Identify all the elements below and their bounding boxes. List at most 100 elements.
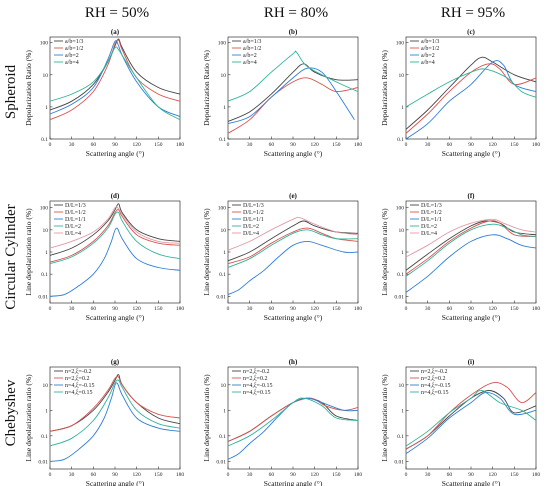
panel-2: (b) 0 30 60 90 120 150 180 0.1 1 10 100 Scattering a… (202, 28, 362, 158)
x-tick-label: 30 (247, 142, 253, 148)
panel-label: (e) (289, 192, 297, 200)
y-tick-label: 10 (399, 73, 405, 79)
y-tick-label: 1 (45, 250, 48, 256)
series-line-4 (49, 379, 181, 447)
panel-label: (i) (468, 358, 475, 366)
x-tick-label: 90 (290, 306, 296, 312)
panel-label: (h) (289, 358, 298, 366)
panel-7: (g) 0 30 60 90 120 150 180 0.01 0.1 1 10 Scattering … (24, 358, 184, 486)
x-axis-label: Scattering angle (°) (442, 313, 501, 322)
x-tick-label: 150 (154, 472, 163, 478)
x-tick-label: 150 (510, 142, 519, 148)
y-tick-label: 1 (223, 250, 226, 256)
x-axis-label: Scattering angle (°) (86, 149, 145, 158)
legend-entry: a/b=1/2 (65, 46, 83, 52)
x-tick-label: 60 (269, 142, 275, 148)
x-tick-label: 30 (425, 142, 431, 148)
x-tick-label: 0 (405, 306, 408, 312)
x-axis-label: Scattering angle (°) (264, 313, 323, 322)
legend-entry: n=4,ξ=0.15 (421, 390, 448, 396)
y-tick-label: 10 (43, 383, 49, 389)
legend-entry: a/b=4 (243, 60, 257, 66)
y-tick-label: 0.01 (38, 294, 48, 300)
panel-5: (e) 0 30 60 90 120 150 180 0.01 0.1 1 10 100 Scatteri… (202, 192, 362, 322)
x-tick-label: 30 (425, 306, 431, 312)
series-line-3 (49, 40, 181, 118)
x-tick-label: 0 (227, 142, 230, 148)
y-tick-label: 100 (396, 206, 405, 212)
x-tick-label: 150 (332, 306, 341, 312)
legend-entry: n=4,ξ=0.15 (65, 390, 92, 396)
series-line-3 (49, 382, 181, 462)
series-line-4 (49, 46, 181, 121)
series-line-4 (227, 229, 359, 268)
panel-1: (a) 0 30 60 90 120 150 180 0.1 1 10 100 Scattering a… (24, 28, 184, 158)
panel-6: (f) 0 30 60 90 120 150 180 0.01 0.1 1 10 100 Scatteri… (380, 192, 540, 322)
x-tick-label: 0 (227, 306, 230, 312)
series-line-2 (405, 382, 537, 450)
legend-entry: a/b=1/2 (421, 46, 439, 52)
row-title-1: Spheroid (3, 64, 19, 119)
x-tick-label: 180 (532, 142, 541, 148)
y-tick-label: 1 (401, 250, 404, 256)
series-line-4 (405, 68, 537, 108)
x-tick-label: 0 (49, 306, 52, 312)
y-tick-label: 10 (221, 228, 227, 234)
panel-8: (h) 0 30 60 90 120 150 180 0.01 0.1 1 10 Scattering … (202, 358, 362, 486)
y-tick-label: 100 (40, 41, 49, 47)
legend-entry: D/L=1/2 (421, 210, 442, 216)
x-tick-label: 120 (133, 306, 142, 312)
legend-entry: D/L=1/3 (65, 203, 86, 209)
panel-label: (g) (111, 358, 120, 366)
x-tick-label: 120 (311, 142, 320, 148)
legend-entry: n=4,ξ=-0.15 (243, 383, 272, 389)
y-tick-label: 0.1 (219, 137, 226, 143)
x-axis-label: Scattering angle (°) (442, 479, 501, 486)
legend-entry: D/L=2 (243, 224, 259, 230)
y-tick-label: 1 (45, 105, 48, 111)
x-tick-label: 90 (112, 306, 118, 312)
series-line-2 (49, 39, 181, 121)
y-tick-label: 0.1 (219, 272, 226, 278)
y-tick-label: 0.1 (41, 434, 48, 440)
y-axis-label: Depolarization Ratio (%) (24, 50, 33, 126)
x-tick-label: 30 (69, 142, 75, 148)
x-tick-label: 180 (176, 142, 185, 148)
x-tick-label: 150 (154, 142, 163, 148)
x-tick-label: 150 (332, 472, 341, 478)
x-axis-label: Scattering angle (°) (86, 479, 145, 486)
legend-entry: D/L=1/1 (65, 217, 86, 223)
legend-entry: D/L=1/2 (65, 210, 86, 216)
series-line-5 (49, 206, 181, 249)
x-axis-label: Scattering angle (°) (264, 479, 323, 486)
x-tick-label: 0 (49, 142, 52, 148)
x-tick-label: 180 (176, 472, 185, 478)
series-line-5 (405, 218, 537, 258)
series-line-1 (49, 203, 181, 256)
legend-entry: n=2,ξ=-0.2 (65, 369, 91, 375)
legend-entry: D/L=4 (243, 231, 259, 237)
y-axis-label: Depolarization Ratio (%) (380, 50, 389, 126)
x-tick-label: 120 (489, 142, 498, 148)
x-tick-label: 30 (247, 306, 253, 312)
legend-entry: n=2,ξ=0.2 (65, 376, 89, 382)
series-line-2 (405, 63, 537, 134)
series-line-2 (227, 397, 359, 442)
series-line-1 (405, 56, 537, 130)
legend-entry: n=2,ξ=0.2 (421, 376, 445, 382)
y-tick-label: 0.1 (397, 434, 404, 440)
y-axis-label: Line depolarization ratio (%) (380, 208, 389, 296)
x-tick-label: 120 (311, 472, 320, 478)
legend-entry: D/L=2 (421, 224, 437, 230)
x-tick-label: 30 (69, 472, 75, 478)
x-tick-label: 180 (354, 306, 363, 312)
series-line-3 (227, 67, 355, 125)
x-tick-label: 60 (91, 306, 97, 312)
x-tick-label: 120 (133, 142, 142, 148)
legend-entry: n=4,ξ=0.15 (243, 390, 270, 396)
legend-entry: D/L=1/1 (243, 217, 264, 223)
y-tick-label: 0.01 (394, 459, 404, 465)
panel-label: (b) (289, 28, 298, 36)
x-tick-label: 90 (468, 142, 474, 148)
